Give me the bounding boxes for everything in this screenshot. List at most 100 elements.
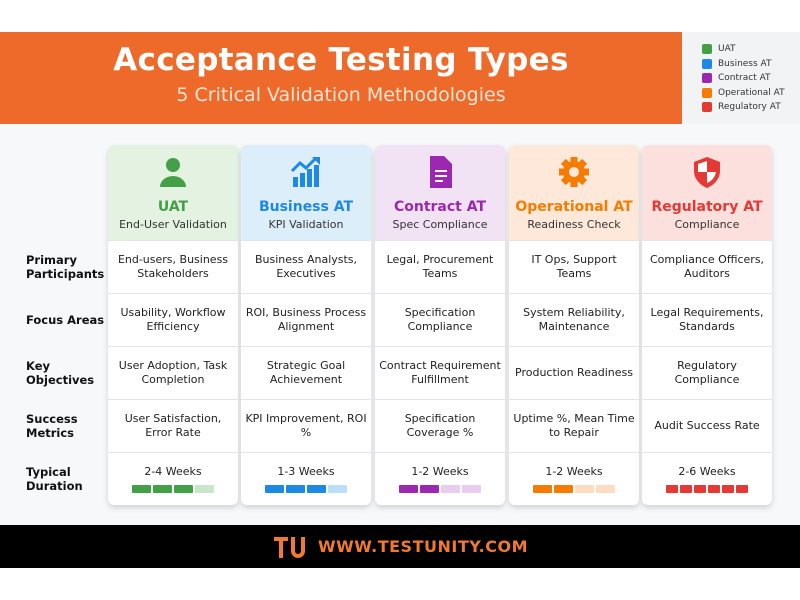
duration-segment (174, 485, 193, 493)
column-card: Contract AT Spec Compliance Legal, Procu… (375, 145, 505, 505)
table-cell: ROI, Business Process Alignment (241, 293, 371, 346)
row-label: Key Objectives (26, 358, 95, 387)
legend-item: Contract AT (702, 71, 800, 86)
duration-segment (307, 485, 326, 493)
column-title: Contract AT (393, 199, 487, 215)
column-card: Business AT KPI Validation Business Anal… (241, 145, 371, 505)
title-banner: Acceptance Testing Types 5 Critical Vali… (0, 32, 682, 124)
table-cell: User Adoption, Task Completion (108, 346, 238, 399)
table-cell: Specification Coverage % (375, 399, 505, 452)
duration-segment (286, 485, 305, 493)
duration-segment (666, 485, 678, 493)
column-title: Operational AT (515, 199, 633, 215)
column-header: UAT End-User Validation (108, 145, 238, 240)
column-header: Regulatory AT Compliance (642, 145, 772, 240)
document-icon (430, 156, 452, 188)
duration-segment (399, 485, 418, 493)
duration-bar (132, 485, 214, 493)
legend-item: Operational AT (702, 86, 800, 101)
duration-segment (462, 485, 481, 493)
legend-label: Contract AT (718, 73, 771, 84)
table-cell: Audit Success Rate (642, 399, 772, 452)
legend-label: Regulatory AT (718, 102, 781, 113)
legend-label: Business AT (718, 58, 772, 69)
table-cell: Compliance Officers, Auditors (642, 240, 772, 293)
table-cell: Legal, Procurement Teams (375, 240, 505, 293)
duration-cell: 1-3 Weeks (241, 452, 371, 505)
duration-cell: 2-4 Weeks (108, 452, 238, 505)
shield-icon (694, 157, 720, 188)
legend-swatch (702, 73, 712, 84)
table-cell: Legal Requirements, Standards (642, 293, 772, 346)
table-cell: User Satisfaction, Error Rate (108, 399, 238, 452)
column-card: Regulatory AT Compliance Compliance Offi… (642, 145, 772, 505)
table-cell: Regulatory Compliance (642, 346, 772, 399)
duration-segment (554, 485, 573, 493)
footer: WWW.TESTUNITY.COM (0, 525, 800, 568)
column-card: UAT End-User Validation End-users, Busin… (108, 145, 238, 505)
duration-text: 1-2 Weeks (411, 465, 469, 478)
table-cell: Contract Requirement Fulfillment (375, 346, 505, 399)
page-subtitle: 5 Critical Validation Methodologies (176, 84, 506, 106)
table-cell: Business Analysts, Executives (241, 240, 371, 293)
duration-segment (708, 485, 720, 493)
legend-swatch (702, 58, 712, 69)
user-icon (160, 158, 186, 187)
chart-growth-icon (290, 156, 320, 187)
duration-segment (596, 485, 615, 493)
duration-segment (265, 485, 284, 493)
duration-segment (132, 485, 151, 493)
column-header: Operational AT Readiness Check (509, 145, 639, 240)
duration-segment (722, 485, 734, 493)
duration-segment (328, 485, 347, 493)
duration-bar (666, 485, 748, 493)
legend-item: Regulatory AT (702, 100, 800, 115)
legend-item: UAT (702, 42, 800, 57)
gear-icon (559, 157, 589, 187)
column-subtitle: Compliance (674, 218, 740, 231)
table-cell: Usability, Workflow Efficiency (108, 293, 238, 346)
duration-text: 1-3 Weeks (277, 465, 335, 478)
testunity-logo-icon (273, 536, 305, 558)
row-label: Typical Duration (26, 464, 83, 493)
column-header: Contract AT Spec Compliance (375, 145, 505, 240)
duration-text: 1-2 Weeks (545, 465, 603, 478)
table-cell: IT Ops, Support Teams (509, 240, 639, 293)
duration-bar (265, 485, 347, 493)
duration-segment (533, 485, 552, 493)
table-cell: Uptime %, Mean Time to Repair (509, 399, 639, 452)
duration-bar (533, 485, 615, 493)
page-title: Acceptance Testing Types (113, 42, 569, 78)
duration-bar (399, 485, 481, 493)
row-label: Focus Areas (26, 312, 105, 327)
column-header: Business AT KPI Validation (241, 145, 371, 240)
duration-cell: 2-6 Weeks (642, 452, 772, 505)
comparison-table: Primary Participants Focus Areas Key Objec… (0, 124, 800, 525)
website-link[interactable]: WWW.TESTUNITY.COM (317, 537, 529, 556)
duration-cell: 1-2 Weeks (375, 452, 505, 505)
duration-segment (680, 485, 692, 493)
table-cell: Specification Compliance (375, 293, 505, 346)
column-subtitle: End-User Validation (119, 218, 227, 231)
legend-swatch (702, 87, 712, 98)
legend-swatch (702, 44, 712, 55)
duration-segment (420, 485, 439, 493)
duration-text: 2-4 Weeks (144, 465, 202, 478)
table-cell: End-users, Business Stakeholders (108, 240, 238, 293)
duration-segment (195, 485, 214, 493)
column-subtitle: KPI Validation (268, 218, 344, 231)
table-cell: Production Readiness (509, 346, 639, 399)
legend-label: UAT (718, 44, 736, 55)
duration-segment (153, 485, 172, 493)
duration-cell: 1-2 Weeks (509, 452, 639, 505)
legend-swatch (702, 102, 712, 113)
legend-label: Operational AT (718, 87, 785, 98)
legend: UAT Business AT Contract AT Operational AT R… (682, 32, 800, 124)
table-cell: KPI Improvement, ROI % (241, 399, 371, 452)
duration-segment (694, 485, 706, 493)
table-cell: System Reliability, Maintenance (509, 293, 639, 346)
column-card: Operational AT Readiness Check IT Ops, S… (509, 145, 639, 505)
duration-segment (736, 485, 748, 493)
duration-text: 2-6 Weeks (678, 465, 736, 478)
duration-segment (575, 485, 594, 493)
